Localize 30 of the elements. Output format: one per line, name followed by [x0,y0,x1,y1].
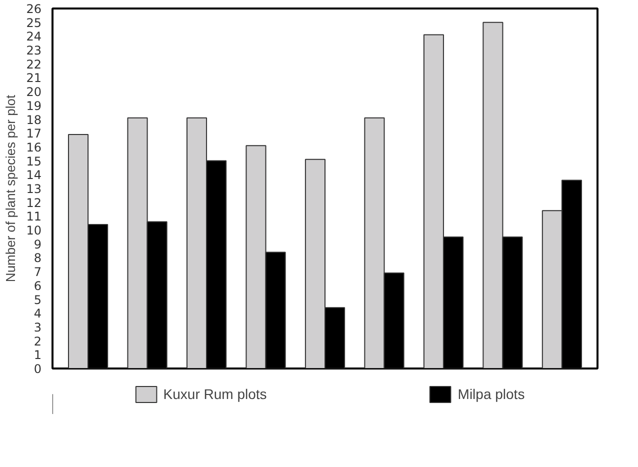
y-tick-label: 5 [34,292,42,307]
y-tick-label: 10 [26,224,42,238]
y-tick-label: 1 [34,348,42,362]
y-tick-label: 24 [26,30,42,44]
y-tick-label: 18 [26,112,42,127]
y-tick-label: 26 [26,2,42,16]
y-tick-label: 19 [26,98,42,113]
y-tick-label: 14 [26,168,42,182]
y-tick-label: 11 [26,210,42,224]
y-tick-label: 4 [34,306,42,321]
y-tick-label: 17 [26,126,42,141]
y-tick-label: 23 [26,44,42,58]
legend-label: Milpa plots [458,386,525,402]
y-tick-label: 21 [26,71,42,86]
y-tick-label: 3 [34,320,42,334]
y-tick-label: 9 [34,237,42,252]
y-tick-label: 16 [26,140,42,154]
y-tick-label: 7 [34,265,42,280]
y-axis-title: Number of plant species per plot [3,94,18,282]
y-tick-label: 8 [34,251,42,266]
y-tick-label: 22 [26,57,42,72]
y-tick-label: 0 [34,362,42,376]
y-tick-label: 12 [26,196,42,210]
y-tick-label: 20 [26,85,42,100]
y-tick-label: 2 [34,334,42,348]
y-tick-label: 6 [34,278,42,293]
legend-label: Kuxur Rum plots [163,386,267,402]
y-tick-label: 13 [26,182,42,196]
y-tick-label: 15 [26,154,42,168]
y-tick-label: 25 [26,16,42,30]
